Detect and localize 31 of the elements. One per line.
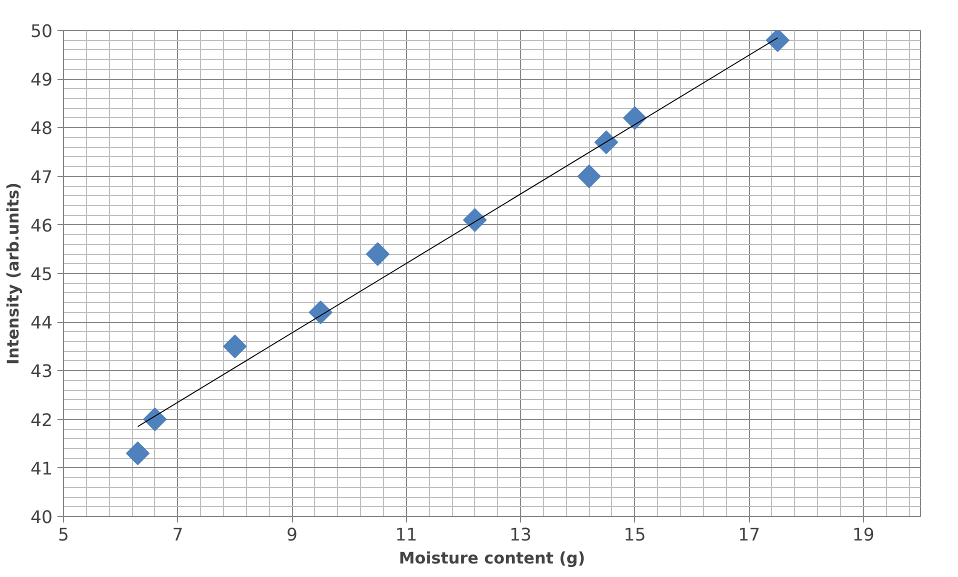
point [594,130,618,154]
x-tick-label: 5 [58,526,70,546]
y-tick-label: 43 [30,362,53,382]
y-tick-label: 42 [30,410,53,431]
y-tick-label: 41 [30,459,53,480]
point [143,407,167,432]
point [126,442,150,466]
y-axis-title: Intensity (arb.units) [3,182,22,365]
y-tick-label: 44 [30,314,53,334]
x-tick-label: 7 [172,526,184,546]
point [366,242,390,266]
point [223,334,247,358]
point [308,300,332,324]
point [577,164,601,188]
x-tick-label: 19 [852,526,874,546]
y-tick-label: 47 [30,168,53,188]
point [766,30,790,52]
x-tick-label: 17 [738,526,760,546]
y-tick-label: 46 [30,216,53,236]
x-tick-label: 15 [624,526,646,546]
y-tick-label: 50 [30,22,53,42]
y-tick-label: 45 [30,265,53,285]
x-tick-label: 13 [510,526,532,546]
x-axis-title: Moisture content (g) [398,548,586,568]
point [463,208,487,232]
x-tick-label: 11 [395,526,418,546]
y-tick-label: 48 [30,119,53,140]
y-tick-label: 40 [30,508,53,528]
point [623,106,647,130]
y-tick-label: 49 [30,70,53,91]
x-tick-label: 9 [286,526,298,546]
